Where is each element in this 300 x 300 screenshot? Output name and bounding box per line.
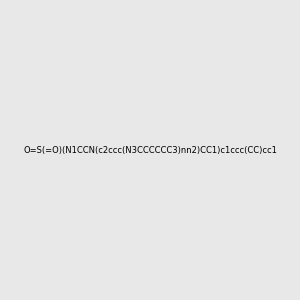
Text: O=S(=O)(N1CCN(c2ccc(N3CCCCCC3)nn2)CC1)c1ccc(CC)cc1: O=S(=O)(N1CCN(c2ccc(N3CCCCCC3)nn2)CC1)c1…	[23, 146, 277, 154]
